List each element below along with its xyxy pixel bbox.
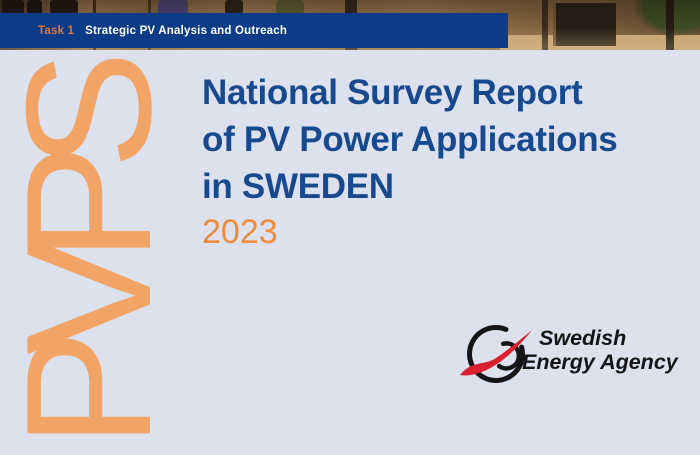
photo-bike-silhouette [27,0,42,14]
report-title-line-3: in SWEDEN [202,167,394,206]
agency-name: Swedish Energy Agency [522,326,678,374]
photo-bike-silhouette [2,0,24,14]
report-year: 2023 [202,213,278,251]
swedish-energy-agency-logo: Swedish Energy Agency [456,312,688,398]
photo-bike-silhouette [225,0,243,14]
photo-shrub [276,0,304,14]
task-number-label: Task 1 [38,24,75,37]
task-title-label: Strategic PV Analysis and Outreach [85,24,288,37]
report-title-line-2: of PV Power Applications [202,120,618,159]
task-banner: Task 1 Strategic PV Analysis and Outreac… [0,13,508,48]
photo-bike-silhouette [50,0,78,14]
report-title-block: National Survey Report of PV Power Appli… [202,69,618,255]
agency-name-line-1: Swedish [539,326,627,350]
photo-dark-post [666,0,674,50]
photo-dark-post [542,0,548,50]
report-title-line-1: National Survey Report [202,73,583,112]
photo-doorway [553,3,616,46]
pvps-wordmark: PVPS [0,76,188,448]
photo-purple-bike [158,0,188,14]
agency-name-line-2: Energy Agency [522,350,678,374]
energy-agency-swoosh-icon [460,325,532,383]
